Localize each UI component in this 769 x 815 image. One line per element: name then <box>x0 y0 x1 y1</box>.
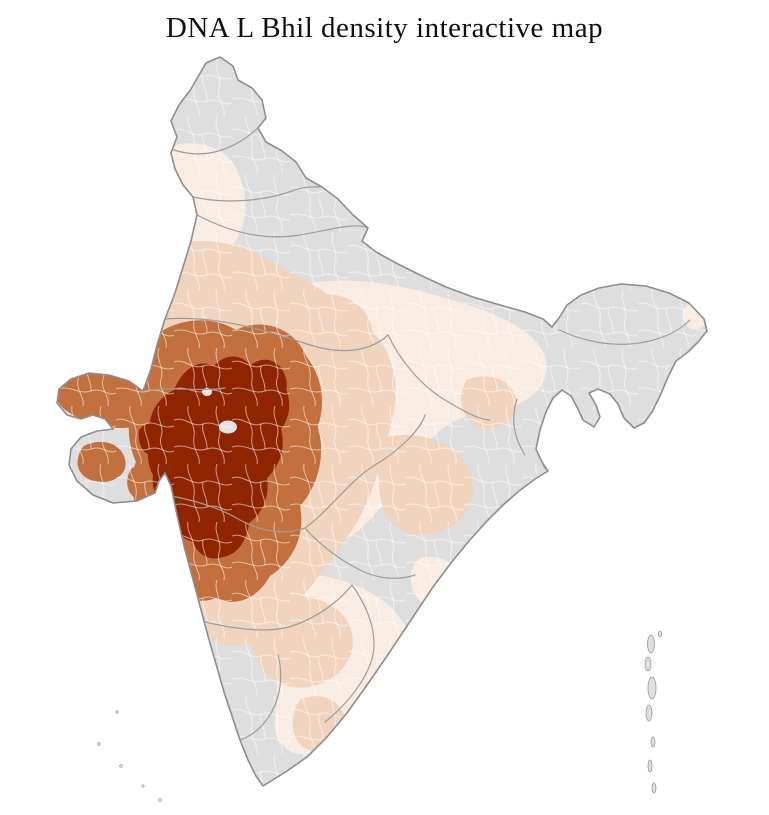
lakshadweep-islands[interactable] <box>97 710 162 802</box>
india-outline <box>56 56 708 787</box>
page-title: DNA L Bhil density interactive map <box>165 12 604 44</box>
state-borders <box>142 125 691 741</box>
district-borders-mesh <box>57 57 707 786</box>
andaman-islands[interactable] <box>644 630 662 794</box>
